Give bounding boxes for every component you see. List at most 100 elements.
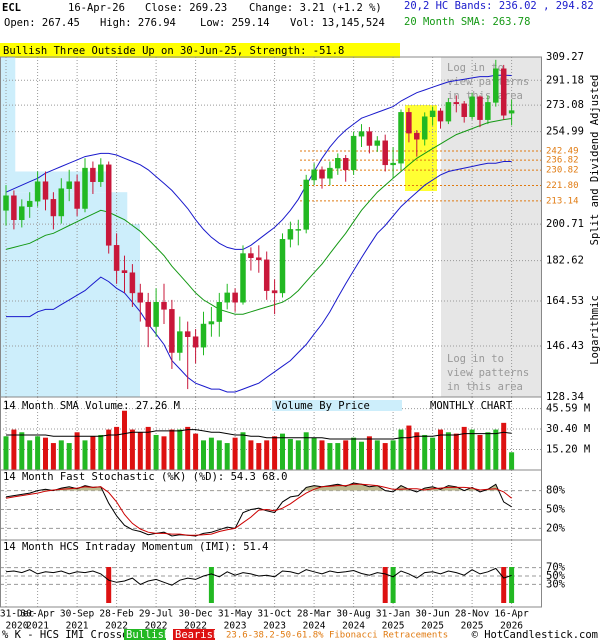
x-tick-label: 2026	[500, 621, 523, 632]
candle-body	[279, 239, 286, 294]
volume-bar	[335, 443, 341, 470]
candle-body	[311, 169, 317, 181]
volume-bar	[406, 425, 412, 470]
volume-bar	[66, 443, 72, 470]
plot-layer: 309.27 291.18 273.08 254.99 200.71 182.62 164.…	[0, 51, 600, 632]
volume-bar	[493, 429, 499, 470]
axis-scale-label: Logarithmic	[589, 295, 600, 365]
candle-body	[74, 181, 80, 209]
x-tick-label: 2022	[184, 621, 207, 632]
volume-bar	[185, 426, 191, 470]
volume-bar	[90, 436, 96, 470]
volume-bar	[74, 432, 80, 470]
candle-body	[295, 229, 302, 231]
candle-body	[429, 110, 436, 117]
candle-body	[390, 162, 396, 166]
candle-body	[303, 179, 309, 230]
locked-note: view patterns	[447, 76, 529, 88]
x-tick-label: 30-Jun	[415, 609, 449, 620]
candle-body	[398, 112, 404, 164]
candle-body	[90, 167, 96, 182]
volume-bar	[366, 436, 372, 470]
volume-bar	[50, 443, 56, 470]
y-tick-label: 80%	[546, 485, 566, 497]
crossover-marker	[509, 567, 515, 603]
crossover-marker	[208, 567, 214, 603]
x-tick-label: 30-Aug	[336, 609, 370, 620]
candle-body	[113, 245, 120, 271]
crossover-marker	[106, 567, 112, 603]
x-tick-label: 2022	[105, 621, 128, 632]
locked-note: Log in to	[447, 62, 504, 74]
volume-by-price-bar	[0, 300, 140, 397]
x-tick-label: 2021	[66, 621, 89, 632]
volume-bar	[327, 443, 333, 470]
volume-bar	[501, 422, 507, 470]
candle-body	[208, 321, 215, 325]
candle-body	[121, 270, 128, 273]
indicator-line	[5, 567, 512, 586]
volume-bar	[82, 440, 88, 470]
y-tick-label: 164.53	[546, 295, 584, 307]
x-tick-label: 30-Apr	[20, 609, 55, 620]
x-tick-label: 28-Mar	[297, 609, 332, 620]
locked-note: in this area	[447, 381, 523, 393]
candle-body	[19, 206, 25, 220]
volume-bar	[319, 440, 325, 470]
y-tick-label: 291.18	[546, 74, 584, 86]
volume-sma-line	[6, 429, 512, 440]
volume-bar	[122, 410, 127, 470]
panel-subtitle: Volume By Price	[275, 400, 370, 412]
candle-body	[421, 116, 428, 140]
x-tick-label: 16-Apr	[494, 609, 529, 620]
volume-bar	[438, 429, 443, 470]
candle-body	[508, 110, 515, 114]
volume-bar	[445, 432, 451, 470]
change-text: Change: 3.21 (+1.2 %)	[249, 2, 382, 14]
candle-body	[437, 110, 444, 122]
volume-bar	[509, 452, 515, 470]
close-text: Close: 269.23	[145, 2, 227, 14]
fibonacci-label: 230.82	[546, 166, 579, 176]
fibonacci-label: 221.80	[546, 181, 579, 191]
volume-bar	[256, 443, 262, 470]
candle-body	[485, 102, 491, 120]
y-tick-label: 273.08	[546, 99, 584, 111]
panel-title: 14 Month Fast Stochastic (%K) (%D): 54.3…	[3, 471, 287, 483]
volume-bar	[477, 434, 483, 470]
volume-bar	[351, 437, 357, 470]
overlay-line	[5, 118, 512, 315]
overlay-line	[6, 161, 512, 393]
candle-body	[477, 96, 483, 120]
volume-bar	[485, 432, 491, 470]
x-tick-label: 2024	[303, 621, 326, 632]
axis-note: Split and Dividend Adjusted	[589, 75, 600, 246]
fibonacci-label: 213.14	[546, 196, 579, 206]
candle-body	[169, 309, 175, 353]
x-tick-label: 28-Nov	[455, 609, 490, 620]
candle-body	[382, 140, 388, 166]
y-tick-label: 50%	[546, 570, 566, 582]
symbol: ECL	[2, 2, 21, 14]
volume-bar	[398, 429, 404, 470]
candle-body	[42, 181, 49, 200]
volume-by-price-bar	[0, 171, 109, 193]
candle-body	[248, 253, 254, 258]
volume-bar	[161, 436, 167, 470]
volume-bar	[145, 426, 151, 470]
volume-bar	[208, 437, 214, 470]
locked-note: Log in to	[447, 353, 504, 365]
x-tick-label: 2022	[145, 621, 168, 632]
candle-body	[358, 131, 365, 137]
panel-frame	[0, 539, 542, 608]
x-tick-label: 28-Feb	[99, 609, 134, 620]
candle-body	[66, 181, 72, 189]
volume-bar	[129, 429, 135, 470]
candle-body	[224, 292, 230, 303]
volume-bar	[19, 432, 25, 470]
volume-bar	[469, 429, 475, 470]
volume-bar	[422, 434, 428, 470]
x-tick-label: 31-Dec	[0, 609, 34, 620]
x-tick-label: 2024	[342, 621, 365, 632]
